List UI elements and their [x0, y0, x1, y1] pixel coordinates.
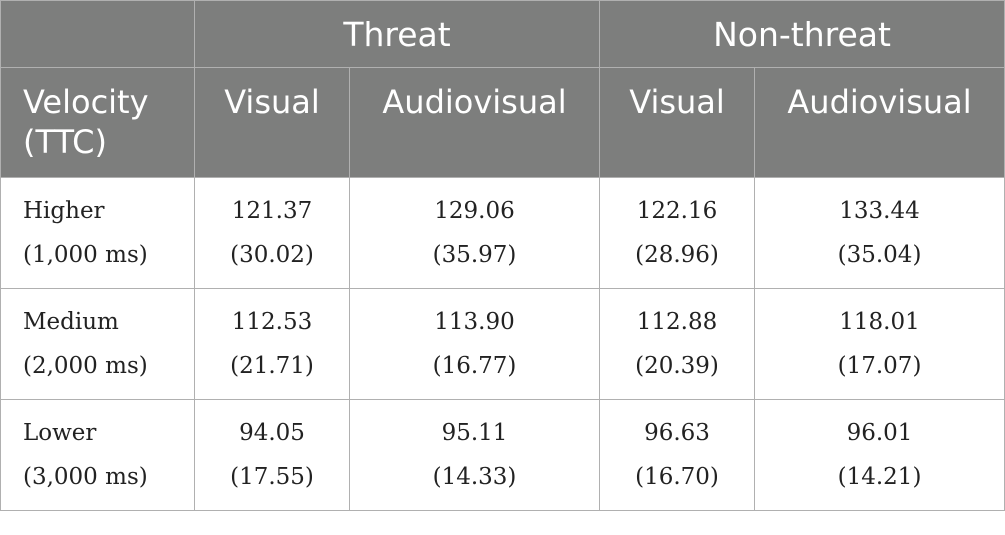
- sd-value: (16.77): [432, 353, 517, 379]
- row-label-cell: Lower (3,000 ms): [0, 399, 195, 511]
- row-label-line2: (2,000 ms): [23, 353, 148, 379]
- sd-value: (14.21): [837, 464, 922, 490]
- column-header-threat-audiovisual: Audiovisual: [348, 67, 601, 178]
- mean-value: 118.01: [839, 309, 920, 335]
- sd-value: (30.02): [230, 242, 314, 268]
- value-cell: 118.01 (17.07): [754, 288, 1005, 400]
- group-header-threat: Threat: [193, 0, 601, 68]
- value-cell: 113.90 (16.77): [348, 288, 601, 400]
- sd-value: (35.97): [432, 242, 517, 268]
- mean-value: 96.63: [644, 420, 710, 446]
- row-label-cell: Medium (2,000 ms): [0, 288, 195, 400]
- sd-value: (28.96): [635, 242, 719, 268]
- value-cell: 133.44 (35.04): [754, 177, 1005, 289]
- column-header-nonthreat-audiovisual: Audiovisual: [754, 67, 1005, 178]
- row-label-line1: Higher: [23, 198, 105, 224]
- row-label-line2: (3,000 ms): [23, 464, 148, 490]
- value-cell: 112.88 (20.39): [599, 288, 756, 400]
- mean-value: 112.88: [636, 309, 718, 335]
- sd-value: (21.71): [230, 353, 314, 379]
- row-label-line2: (1,000 ms): [23, 242, 148, 268]
- value-cell: 122.16 (28.96): [599, 177, 756, 289]
- group-header-row: Threat Non-threat: [0, 0, 1005, 68]
- value-cell: 112.53 (21.71): [194, 288, 350, 400]
- value-cell: 96.63 (16.70): [599, 399, 756, 511]
- value-cell: 94.05 (17.55): [194, 399, 350, 511]
- velocity-header-line2: (TTC): [23, 123, 107, 161]
- group-header-non-threat: Non-threat: [599, 0, 1005, 68]
- value-cell: 121.37 (30.02): [194, 177, 350, 289]
- table-row: Medium (2,000 ms) 112.53 (21.71) 113.90 …: [0, 288, 1005, 400]
- table-row: Higher (1,000 ms) 121.37 (30.02) 129.06 …: [0, 177, 1005, 289]
- mean-value: 95.11: [441, 420, 508, 446]
- sd-value: (14.33): [432, 464, 517, 490]
- sd-value: (35.04): [837, 242, 922, 268]
- mean-value: 133.44: [839, 198, 920, 224]
- mean-value: 94.05: [239, 420, 305, 446]
- sd-value: (17.07): [837, 353, 922, 379]
- sd-value: (16.70): [635, 464, 719, 490]
- column-header-threat-visual: Visual: [194, 67, 350, 178]
- mean-value: 112.53: [231, 309, 313, 335]
- table-body: Higher (1,000 ms) 121.37 (30.02) 129.06 …: [0, 177, 1005, 511]
- column-header-nonthreat-visual: Visual: [599, 67, 756, 178]
- empty-corner-cell: [0, 0, 195, 68]
- sd-value: (17.55): [230, 464, 314, 490]
- value-cell: 96.01 (14.21): [754, 399, 1005, 511]
- table-row: Lower (3,000 ms) 94.05 (17.55) 95.11 (14…: [0, 399, 1005, 511]
- sd-value: (20.39): [635, 353, 719, 379]
- value-cell: 95.11 (14.33): [348, 399, 601, 511]
- column-header-row: Velocity (TTC) Visual Audiovisual Visual…: [0, 67, 1005, 178]
- row-label-cell: Higher (1,000 ms): [0, 177, 195, 289]
- mean-value: 122.16: [636, 198, 718, 224]
- mean-value: 96.01: [846, 420, 913, 446]
- table-header: Threat Non-threat Velocity (TTC) Visual …: [0, 0, 1005, 178]
- row-label-line1: Medium: [23, 309, 119, 335]
- row-label-line1: Lower: [23, 420, 97, 446]
- mean-value: 129.06: [434, 198, 515, 224]
- velocity-header-line1: Velocity: [23, 83, 149, 121]
- results-table: Threat Non-threat Velocity (TTC) Visual …: [0, 0, 1005, 511]
- value-cell: 129.06 (35.97): [348, 177, 601, 289]
- velocity-header-cell: Velocity (TTC): [0, 67, 195, 178]
- mean-value: 121.37: [231, 198, 313, 224]
- mean-value: 113.90: [434, 309, 515, 335]
